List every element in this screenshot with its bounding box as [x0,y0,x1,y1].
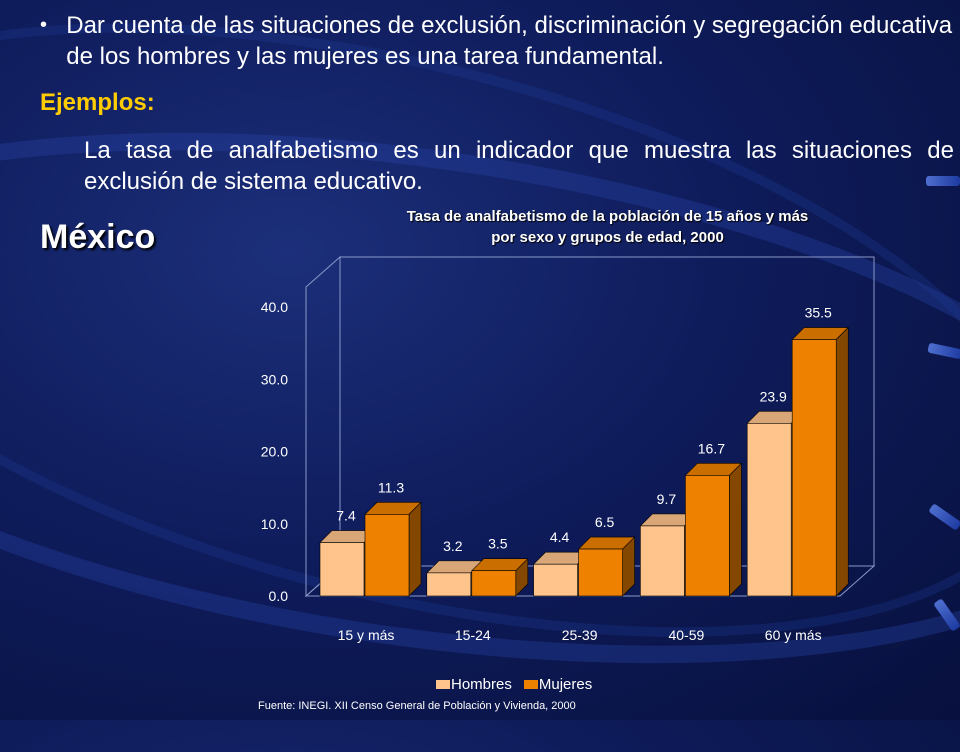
data-label: 16.7 [698,440,725,456]
bar-mujeres [685,475,730,597]
x-tick-label: 15-24 [455,627,491,643]
bar-side [835,326,849,597]
y-tick-label: 10.0 [261,516,288,532]
bar-side [729,462,742,597]
data-label: 7.4 [336,508,356,524]
data-label: 3.5 [488,536,508,552]
data-label: 11.3 [378,479,404,495]
chart-title-line1: Tasa de analfabetismo de la población de… [406,208,809,225]
data-label: 6.5 [595,514,615,530]
chart-title-line2: por sexo y grupos de edad, 2000 [491,229,724,246]
bar-mujeres [364,514,410,597]
chart-title: Tasa de analfabetismo de la población de… [330,206,885,248]
bar-hombres [640,525,685,597]
bar-hombres [319,542,365,597]
legend-item-hombres: Hombres [436,676,512,693]
bar-mujeres [578,548,623,597]
bar-mujeres [791,339,837,597]
bar-hombres [746,423,792,597]
legend-label-hombres: Hombres [451,676,512,693]
legend-label-mujeres: Mujeres [538,676,593,693]
data-label: 9.7 [657,491,677,507]
legend-item-mujeres: Mujeres [523,676,593,693]
legend-swatch-mujeres [523,680,538,689]
bullet-paragraph: • Dar cuenta de las situaciones de exclu… [40,10,955,72]
data-label: 23.9 [760,388,787,404]
data-label: 3.2 [443,538,463,554]
source-note: Fuente: INEGI. XII Censo General de Pobl… [258,700,576,712]
examples-text: La tasa de analfabetismo es un indicador… [84,137,954,195]
bullet-icon: • [40,14,48,36]
examples-heading: Ejemplos: [40,89,155,116]
data-label: 4.4 [550,529,570,545]
y-tick-label: 20.0 [261,444,288,460]
bar-side [408,501,422,597]
y-tick-label: 0.0 [269,588,289,604]
decorative-mark [926,176,960,186]
x-tick-label: 40-59 [668,627,704,643]
country-heading: México [40,218,156,256]
x-tick-label: 60 y más [765,627,822,643]
bar-hombres [426,572,472,597]
intro-text: Dar cuenta de las situaciones de exclusi… [66,12,953,70]
bar-mujeres [471,570,517,597]
chart-legend: Hombres Mujeres [436,676,604,693]
legend-swatch-hombres [436,680,450,689]
y-tick-label: 40.0 [261,299,288,315]
x-tick-label: 15 y más [338,627,395,643]
y-tick-label: 30.0 [261,371,288,387]
bar-chart: 0.0 10.0 20.0 30.0 40.0 7.4 11.3 15 y más 3.2 3.5… [261,255,876,643]
data-label: 35.5 [805,305,832,321]
bar-hombres [533,563,578,597]
x-tick-label: 25-39 [562,627,598,643]
